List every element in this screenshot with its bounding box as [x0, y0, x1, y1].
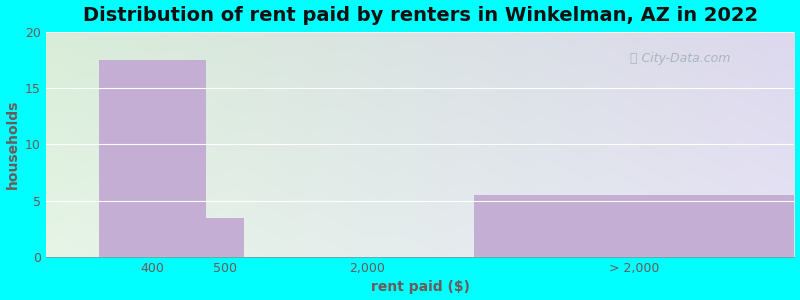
Title: Distribution of rent paid by renters in Winkelman, AZ in 2022: Distribution of rent paid by renters in … — [82, 6, 758, 25]
Bar — [474, 195, 794, 257]
Bar — [206, 218, 244, 257]
Text: ⓘ City-Data.com: ⓘ City-Data.com — [630, 52, 730, 65]
Bar — [99, 60, 206, 257]
X-axis label: rent paid ($): rent paid ($) — [370, 280, 470, 294]
Y-axis label: households: households — [6, 100, 19, 189]
